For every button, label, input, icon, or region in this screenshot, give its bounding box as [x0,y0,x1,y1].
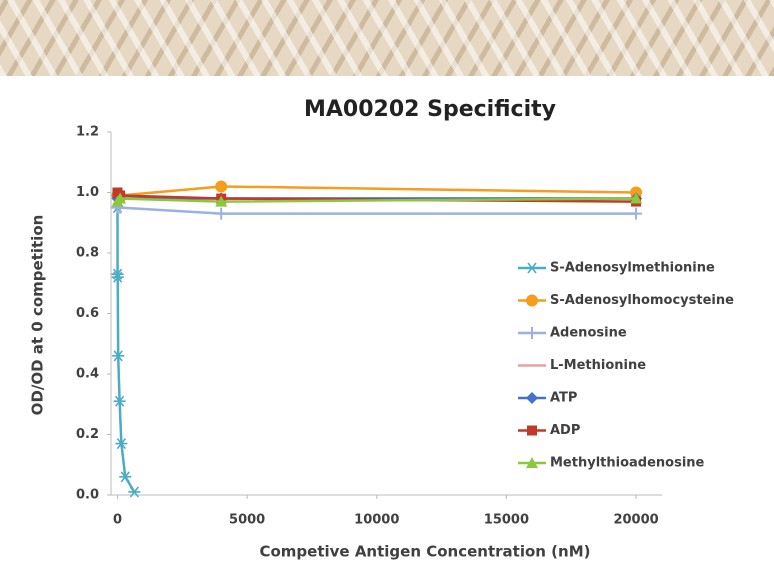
x-tick-label: 0 [113,513,122,528]
chart-title: MA00202 Specificity [304,97,556,122]
legend-marker [526,327,538,339]
legend-label: ATP [550,391,577,406]
y-tick-label: 0.8 [76,246,99,261]
x-tick-label: 10000 [354,513,399,528]
marker [630,208,642,220]
legend-label: L-Methionine [550,358,646,373]
legend-marker [526,392,538,404]
y-axis-label: OD/OD at 0 competition [29,215,47,416]
y-tick-label: 1.2 [76,125,99,140]
legend-marker [527,426,537,436]
legend-label: ADP [550,423,580,438]
legend-marker [526,295,538,307]
legend-label: Adenosine [550,326,627,341]
y-tick-label: 0.4 [76,367,99,382]
x-tick-label: 5000 [229,513,265,528]
series-line [117,208,636,214]
legend-marker [526,263,538,273]
y-tick-label: 0.0 [76,488,99,503]
x-axis-label: Competive Antigen Concentration (nM) [259,543,590,561]
chart: MA00202 Specificity Competive Antigen Co… [0,0,774,573]
x-tick-label: 20000 [613,513,658,528]
marker [215,180,227,192]
x-tick-label: 15000 [484,513,529,528]
series-line [117,186,636,195]
y-tick-label: 1.0 [76,185,99,200]
legend-label: S-Adenosylmethionine [550,261,715,276]
marker [215,208,227,220]
legend-label: Methylthioadenosine [550,456,705,471]
legend-label: S-Adenosylhomocysteine [550,293,734,308]
y-tick-label: 0.2 [76,427,99,442]
series-line [118,208,135,492]
y-tick-label: 0.6 [76,306,99,321]
